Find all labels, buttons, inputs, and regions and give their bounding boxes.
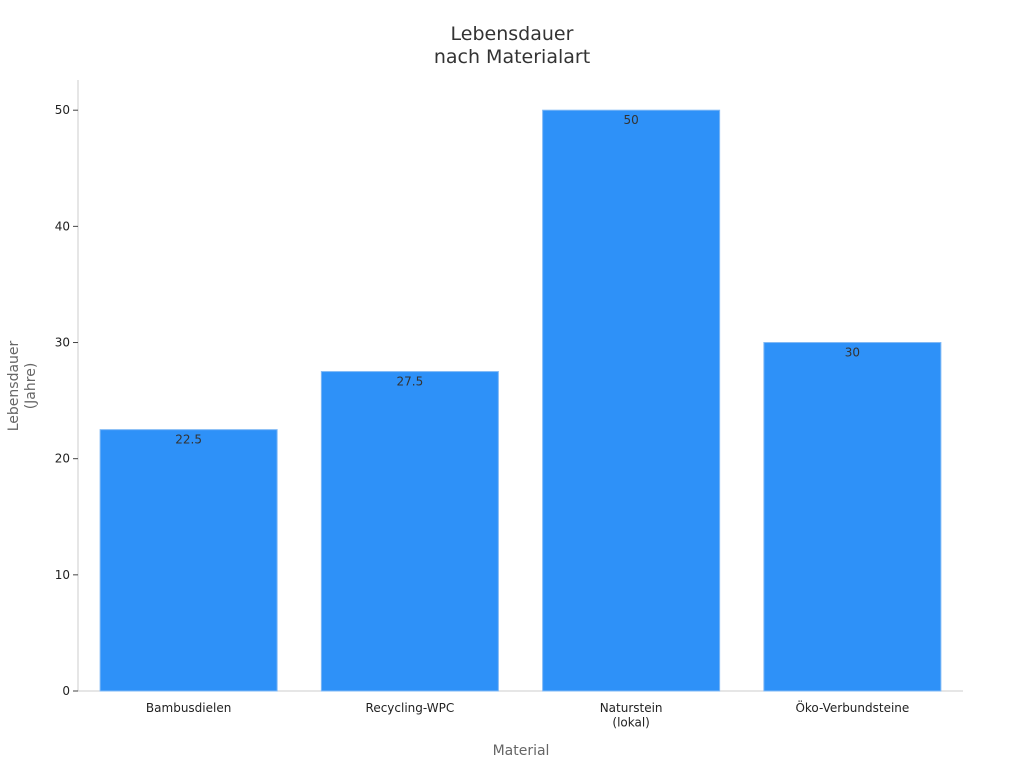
x-tick-label: Naturstein (lokal) bbox=[600, 701, 663, 729]
y-tick-label: 30 bbox=[55, 336, 70, 350]
bar bbox=[542, 109, 721, 692]
y-tick-label: 0 bbox=[62, 684, 70, 698]
x-tick-label: Bambusdielen bbox=[146, 701, 231, 715]
chart-title: Lebensdauer nach Materialart bbox=[434, 23, 590, 68]
value-label: 22.5 bbox=[175, 433, 202, 447]
y-axis-label: Lebensdauer(Jahre) bbox=[6, 340, 39, 431]
x-tick-label: Öko-Verbundsteine bbox=[795, 699, 909, 715]
value-label: 30 bbox=[845, 346, 860, 360]
bar bbox=[320, 371, 499, 692]
y-tick-label: 40 bbox=[55, 219, 70, 233]
x-axis-label: Material bbox=[493, 743, 550, 759]
bar bbox=[99, 429, 278, 692]
value-label: 50 bbox=[623, 113, 638, 127]
x-tick-label: Recycling-WPC bbox=[366, 701, 455, 715]
y-tick-label: 50 bbox=[55, 103, 70, 117]
y-tick-label: 10 bbox=[55, 568, 70, 582]
bar bbox=[763, 342, 942, 692]
y-tick-label: 20 bbox=[55, 452, 70, 466]
value-label: 27.5 bbox=[397, 375, 424, 389]
